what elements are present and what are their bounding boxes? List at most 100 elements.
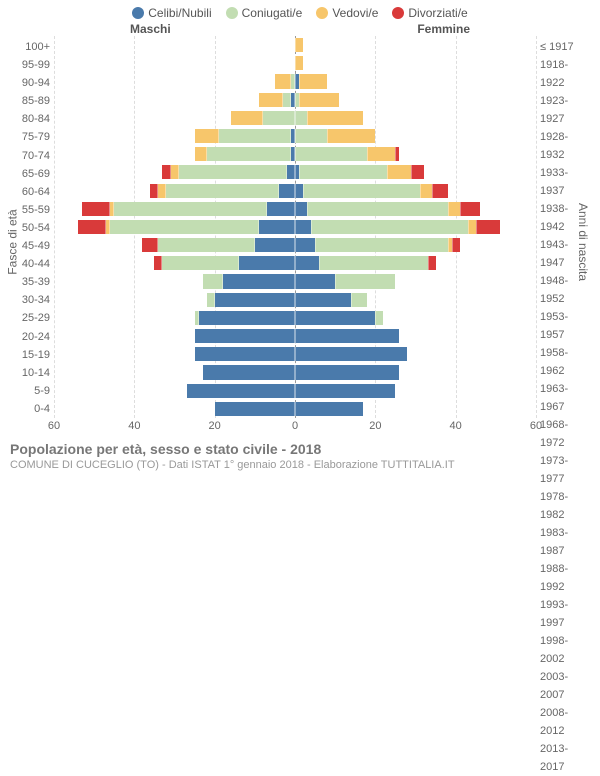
bar-segment [263, 111, 295, 125]
pyramid-row [54, 218, 536, 236]
bar-segment [162, 165, 170, 179]
birth-label: 1963-1967 [540, 380, 592, 416]
bar-segment [295, 238, 315, 252]
legend-item: Coniugati/e [226, 6, 303, 20]
bar-segment [267, 202, 295, 216]
bar-segment [259, 220, 295, 234]
female-half [295, 402, 536, 416]
bar-segment [460, 202, 480, 216]
bar-segment [219, 129, 291, 143]
pyramid-row [54, 272, 536, 290]
pyramid-row [54, 182, 536, 200]
bar-segment [295, 365, 399, 379]
male-half [54, 311, 295, 325]
female-half [295, 274, 536, 288]
age-label: 10-14 [8, 364, 50, 382]
male-half [54, 256, 295, 270]
birth-label: ≤ 1917 [540, 38, 592, 56]
male-half [54, 111, 295, 125]
bar-segment [283, 93, 291, 107]
bar-segment [411, 165, 423, 179]
birth-label: 1983-1987 [540, 524, 592, 560]
pyramid-row [54, 363, 536, 381]
bar-segment [351, 293, 367, 307]
female-half [295, 202, 536, 216]
age-label: 0-4 [8, 400, 50, 418]
label-male: Maschi [130, 22, 171, 36]
bar-segment [327, 129, 375, 143]
female-half [295, 329, 536, 343]
bar-segment [255, 238, 295, 252]
bar-segment [114, 202, 267, 216]
male-half [54, 274, 295, 288]
birth-label: 1968-1972 [540, 416, 592, 452]
x-tick: 20 [369, 420, 381, 432]
birth-label: 1953-1957 [540, 308, 592, 344]
bar-segment [215, 402, 295, 416]
bar-segment [295, 274, 335, 288]
bar-segment [295, 220, 311, 234]
male-half [54, 402, 295, 416]
age-label: 65-69 [8, 165, 50, 183]
bar-segment [279, 184, 295, 198]
legend-label: Divorziati/e [408, 6, 467, 20]
bar-segment [215, 293, 295, 307]
male-half [54, 347, 295, 361]
male-half [54, 129, 295, 143]
age-label: 20-24 [8, 328, 50, 346]
bar-segment [179, 165, 287, 179]
bar-segment [395, 147, 399, 161]
female-half [295, 129, 536, 143]
bar-segment [295, 384, 395, 398]
x-tick: 60 [530, 420, 542, 432]
female-half [295, 347, 536, 361]
bar-segment [203, 274, 223, 288]
pyramid-row [54, 382, 536, 400]
bar-segment [420, 184, 432, 198]
birth-label: 1973-1977 [540, 452, 592, 488]
bar-segment [295, 256, 319, 270]
bar-segment [207, 147, 291, 161]
bar-segment [295, 129, 327, 143]
birth-label: 1988-1992 [540, 560, 592, 596]
male-half [54, 93, 295, 107]
bar-segment [295, 293, 351, 307]
bar-segment [303, 184, 419, 198]
female-half [295, 165, 536, 179]
pyramid-row [54, 236, 536, 254]
female-half [295, 184, 536, 198]
bar-segment [171, 165, 179, 179]
bar-segment [207, 293, 215, 307]
legend-label: Coniugati/e [242, 6, 303, 20]
female-half [295, 365, 536, 379]
pyramid-row [54, 400, 536, 418]
female-half [295, 38, 536, 52]
bar-segment [199, 311, 295, 325]
pyramid-row [54, 327, 536, 345]
age-label: 90-94 [8, 74, 50, 92]
female-half [295, 384, 536, 398]
legend-item: Vedovi/e [316, 6, 378, 20]
x-tick: 0 [292, 420, 298, 432]
bar-segment [259, 93, 283, 107]
bar-segment [195, 347, 295, 361]
male-half [54, 147, 295, 161]
female-half [295, 256, 536, 270]
age-label: 5-9 [8, 382, 50, 400]
male-half [54, 329, 295, 343]
female-half [295, 74, 536, 88]
x-tick: 60 [48, 420, 60, 432]
bar-segment [195, 129, 219, 143]
pyramid-row [54, 163, 536, 181]
bar-segment [287, 165, 295, 179]
bar-segment [315, 238, 448, 252]
footer-title: Popolazione per età, sesso e stato civil… [10, 440, 590, 458]
male-half [54, 365, 295, 379]
bar-segment [295, 38, 303, 52]
bar-segment [387, 165, 411, 179]
age-label: 85-89 [8, 92, 50, 110]
bar-segment [367, 147, 395, 161]
bar-segment [142, 238, 158, 252]
bar-segment [307, 111, 363, 125]
bar-segment [223, 274, 295, 288]
